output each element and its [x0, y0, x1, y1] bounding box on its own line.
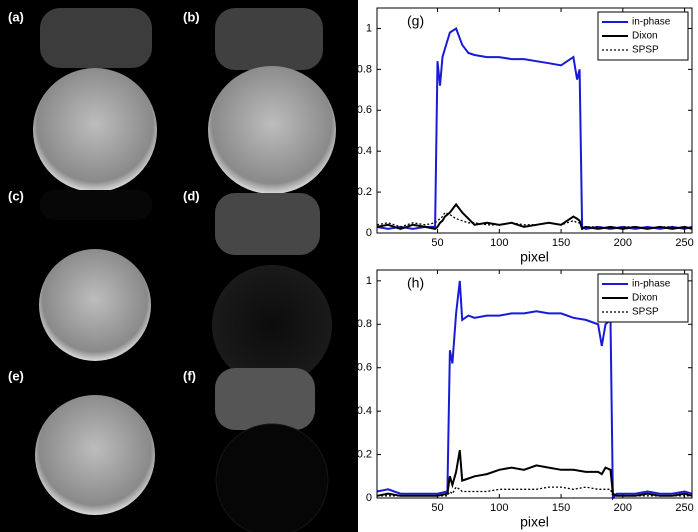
y-axis-label: intensity: [342, 95, 358, 146]
legend-label: in-phase: [632, 279, 671, 290]
axes-box: [376, 7, 693, 234]
mri-rect: [40, 8, 152, 68]
x-tick-label: 150: [552, 502, 570, 514]
panel-label: (b): [183, 9, 200, 24]
data-line: [376, 280, 693, 501]
data-line: [376, 26, 693, 230]
y-tick-label: 1: [366, 275, 372, 287]
legend-label: SPSP: [632, 45, 659, 56]
y-tick-label: 1: [366, 22, 372, 34]
data-line: [377, 486, 692, 497]
mri-disc: [33, 68, 157, 192]
y-tick-label: 0.8: [357, 63, 372, 75]
y-tick-label: 0.6: [357, 104, 372, 116]
panel-label: (g): [407, 13, 424, 29]
x-tick-label: 250: [675, 237, 693, 249]
y-tick-label: 0.2: [357, 448, 372, 460]
legend-label: Dixon: [632, 31, 658, 42]
panel-label: (e): [8, 368, 24, 383]
mri-disc: [35, 395, 155, 515]
x-tick-label: 50: [431, 502, 443, 514]
x-tick-label: 150: [552, 237, 570, 249]
mri-rect: [215, 8, 323, 70]
x-axis-label: pixel: [520, 514, 549, 530]
panel-label: (d): [183, 188, 200, 203]
panel-label: (f): [183, 368, 196, 383]
x-tick-label: 200: [614, 237, 632, 249]
mri-disc: [39, 249, 151, 361]
x-tick-label: 250: [675, 502, 693, 514]
panel-label: (c): [8, 188, 24, 203]
y-tick-label: 0: [366, 227, 372, 239]
mri-rect: [215, 368, 315, 430]
y-tick-label: 0.8: [357, 318, 372, 330]
y-tick-label: 0: [366, 492, 372, 504]
mri-disc: [215, 423, 329, 532]
y-tick-label: 0.2: [357, 186, 372, 198]
y-tick-label: 0.4: [357, 145, 372, 157]
legend-label: in-phase: [632, 17, 671, 28]
data-line: [376, 202, 693, 231]
panel-label: (a): [8, 9, 24, 24]
x-tick-label: 100: [490, 502, 508, 514]
mri-rect: [215, 193, 320, 255]
panel-label: (h): [407, 275, 424, 291]
data-line: [376, 211, 693, 230]
y-tick-label: 0.4: [357, 405, 372, 417]
x-axis-label: pixel: [520, 249, 549, 265]
x-tick-label: 100: [490, 237, 508, 249]
x-tick-label: 50: [431, 237, 443, 249]
legend-label: Dixon: [632, 293, 658, 304]
y-tick-label: 0.6: [357, 362, 372, 374]
mri-disc: [212, 265, 332, 385]
mri-disc: [208, 66, 336, 194]
legend-box: [597, 11, 689, 61]
legend-label: SPSP: [632, 307, 659, 318]
x-tick-label: 200: [614, 502, 632, 514]
mri-rect: [40, 190, 152, 220]
y-axis-label: intensity: [342, 358, 358, 409]
axes-box: [376, 269, 693, 499]
